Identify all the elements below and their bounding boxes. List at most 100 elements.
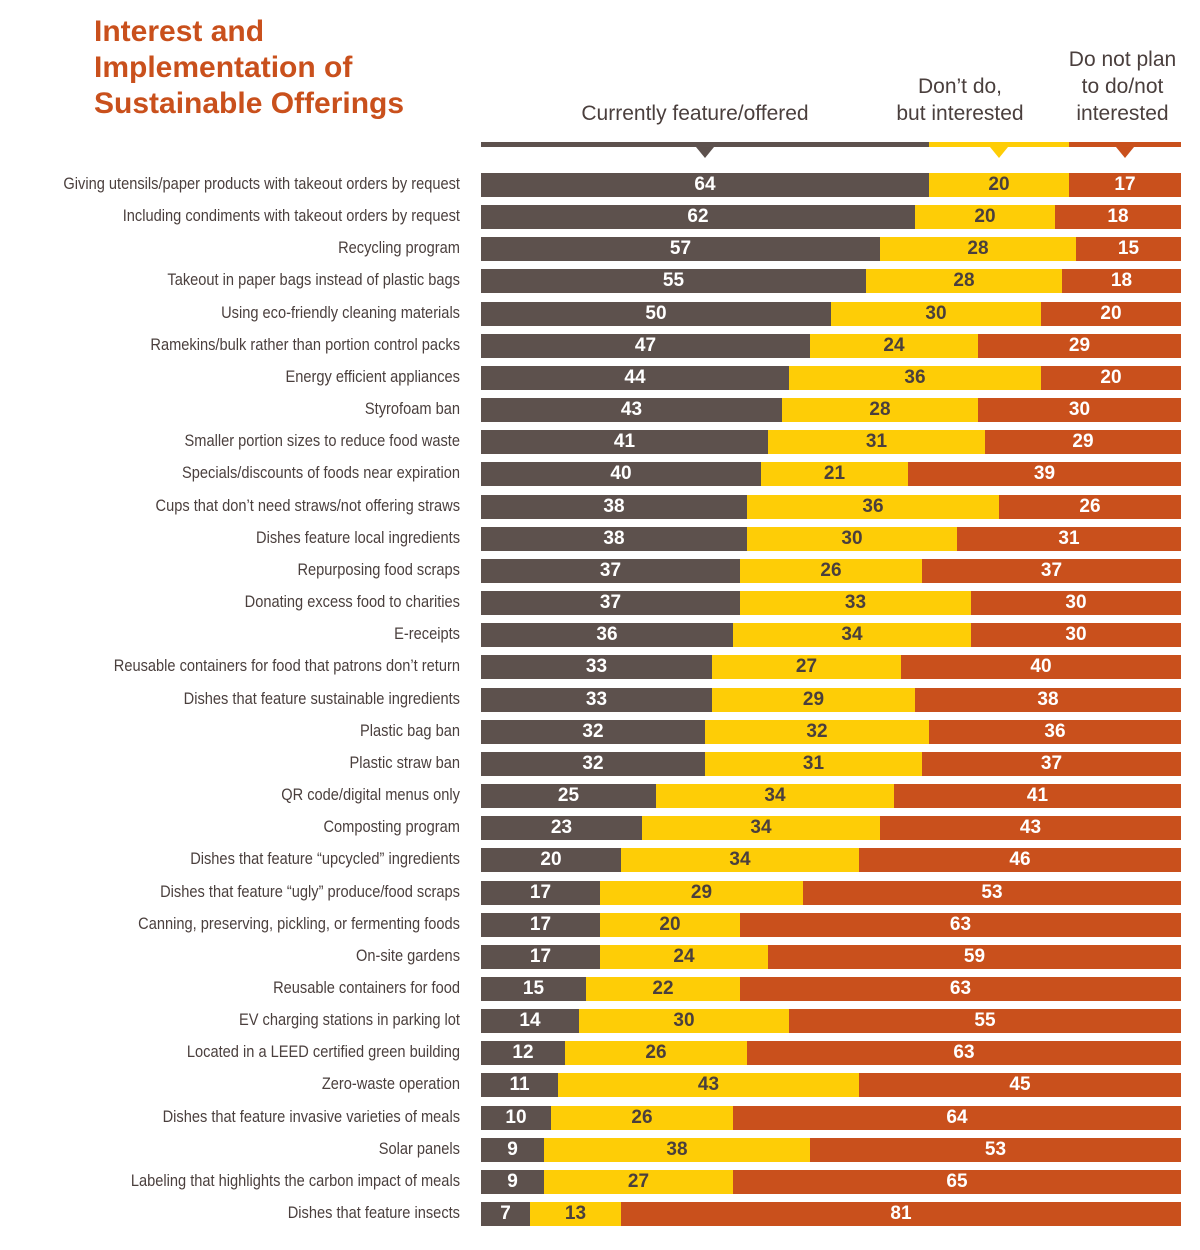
bar-segment: 30 [579,1009,789,1034]
bar-segment: 38 [481,526,747,551]
bar-segment: 47 [481,333,810,358]
category-label: Giving utensils/paper products with take… [63,174,460,193]
title-line: Sustainable Offerings [94,87,405,120]
bar-segment: 34 [656,784,894,809]
bar-segment: 41 [894,784,1181,809]
category-label: Cups that don’t need straws/not offering… [155,495,460,515]
bar-segment: 26 [565,1041,747,1066]
bar-segment: 24 [600,944,768,969]
category-label: Using eco-friendly cleaning materials [221,302,460,322]
category-label: Ramekins/bulk rather than portion contro… [150,334,461,354]
legend-label-not-interested: Do not plan to do/not interested [1050,46,1195,127]
category-label: E-receipts [394,624,460,644]
bar-segment: 7 [481,1202,530,1227]
category-label: Smaller portion sizes to reduce food was… [184,431,460,451]
bar-segment: 43 [558,1073,859,1098]
bar-segment: 27 [712,655,901,680]
bar-segment: 32 [705,719,929,744]
bar-segment: 34 [621,848,859,873]
bar-segment: 17 [1069,173,1181,197]
category-label: Dishes that feature invasive varieties o… [162,1106,460,1126]
category-label: QR code/digital menus only [281,785,460,805]
category-label: Dishes feature local ingredients [256,527,460,547]
bar-segment: 28 [782,398,978,423]
bar-segment: 57 [481,237,880,262]
category-label: Reusable containers for food [273,978,460,997]
bar-segment: 32 [481,751,705,776]
bar-segment: 31 [957,526,1181,551]
bar-segment: 59 [768,944,1181,969]
bar-segment: 31 [705,751,922,776]
bar-segment: 40 [901,655,1181,680]
legend-label-line: Do not plan [1068,48,1177,71]
bar-segment: 46 [859,848,1181,873]
bar-segment: 29 [712,687,915,712]
category-label: Takeout in paper bags instead of plastic… [167,270,460,290]
bar-segment: 30 [971,591,1181,616]
bar-segment: 31 [768,430,985,455]
bar-segment: 17 [481,944,600,969]
bar-segment: 30 [831,301,1041,326]
bar-segment: 17 [481,880,600,905]
category-label: Dishes that feature “upcycled” ingredien… [190,849,461,869]
legend-label-line: to do/not [1081,75,1164,98]
bar-segment: 36 [789,365,1041,390]
bar-segment: 26 [551,1105,733,1130]
bar-segment: 62 [481,205,915,230]
bar-segment: 37 [922,558,1181,583]
bar-segment: 9 [481,1137,544,1162]
bar-segment: 81 [621,1202,1181,1227]
category-label: Plastic straw ban [349,752,460,772]
title-line: Implementation of [94,51,353,84]
bar-segment: 17 [481,912,600,937]
bar-segment: 29 [600,880,803,905]
bar-segment: 28 [880,237,1076,262]
bar-segment: 53 [810,1137,1181,1162]
bar-segment: 12 [481,1041,565,1066]
bar-segment: 13 [530,1202,621,1227]
bar-segment: 22 [586,977,740,1001]
bar-segment: 33 [481,687,712,712]
bar-segment: 39 [908,462,1181,487]
bar-segment: 24 [810,333,978,358]
bar-segment: 37 [481,591,740,616]
bar-segment: 36 [929,719,1181,744]
legend-pointer-icon [990,147,1008,158]
category-label: Zero-waste operation [321,1074,460,1094]
bar-segment: 26 [999,494,1181,519]
bar-segment: 20 [1041,301,1181,326]
bar-segment: 63 [747,1041,1181,1066]
bar-segment: 44 [481,365,789,390]
bar-segment: 37 [481,558,740,583]
category-label: Located in a LEED certified green buildi… [186,1042,461,1062]
category-label: Solar panels [378,1138,460,1158]
bar-segment: 20 [600,912,740,937]
bar-segment: 10 [481,1105,551,1130]
bar-segment: 50 [481,301,831,326]
bar-segment: 18 [1062,269,1181,294]
category-label: Labeling that highlights the carbon impa… [130,1170,460,1190]
category-label: Composting program [323,817,460,837]
bar-segment: 23 [481,816,642,841]
bar-segment: 38 [544,1137,810,1162]
bar-segment: 37 [922,751,1181,776]
legend-label-currently-offered: Currently feature/offered [581,102,809,125]
bar-segment: 29 [978,333,1181,358]
legend-line-2 [1069,142,1181,147]
bar-segment: 33 [481,655,712,680]
legend-label-line: but interested [896,102,1024,125]
category-label: Dishes that feature sustainable ingredie… [183,688,460,708]
category-label: Specials/discounts of foods near expirat… [182,463,461,483]
bar-segment: 18 [1055,205,1181,230]
bar-segment: 27 [544,1169,733,1194]
category-label: Dishes that feature “ugly” produce/food … [160,881,461,901]
bar-segment: 15 [1076,237,1181,262]
category-label: Plastic bag ban [360,720,460,740]
bar-segment: 40 [481,462,761,487]
bar-segment: 30 [978,398,1181,423]
bar-segment: 32 [481,719,705,744]
category-label: Energy efficient appliances [285,366,460,386]
bar-segment: 38 [915,687,1181,712]
bar-segment: 43 [481,398,782,423]
